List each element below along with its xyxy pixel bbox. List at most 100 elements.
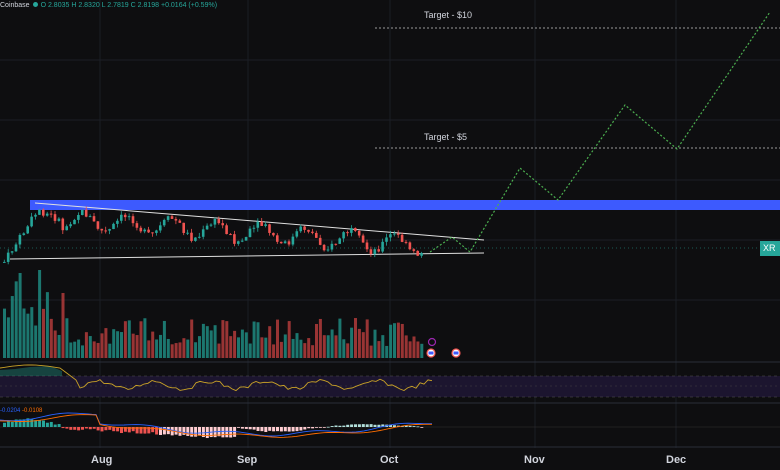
- volume-bar: [178, 342, 182, 358]
- volume-bar: [311, 345, 315, 358]
- macd-bar: [151, 427, 155, 433]
- volume-bar: [194, 342, 198, 358]
- candle-body: [404, 241, 408, 243]
- volume-bar: [393, 323, 396, 358]
- candle-body: [299, 226, 302, 232]
- candle-body: [96, 221, 100, 229]
- candle-body: [373, 249, 377, 255]
- resistance-zone[interactable]: [30, 200, 780, 210]
- volume-bar: [120, 332, 123, 358]
- volume-bar: [217, 343, 221, 358]
- volume-bar: [291, 338, 295, 358]
- volume-bars: [3, 270, 424, 358]
- macd-bar: [147, 427, 151, 434]
- macd-bar: [354, 424, 357, 427]
- event-markers[interactable]: [426, 337, 461, 358]
- volume-bar: [147, 340, 151, 358]
- wedge-lower-line[interactable]: [9, 252, 485, 260]
- volume-bar: [84, 332, 88, 358]
- candle-body: [53, 214, 57, 221]
- volume-bar: [342, 339, 346, 358]
- macd-bar: [264, 427, 268, 432]
- candle-body: [22, 233, 26, 235]
- macd-bar: [198, 427, 201, 436]
- grid-vertical: [99, 0, 677, 448]
- ohlc-readout: O 2.8035 H 2.8320 L 2.7819 C 2.8198: [40, 2, 160, 9]
- macd-bar: [3, 422, 6, 427]
- candle-body: [123, 214, 127, 218]
- macd-bar: [61, 427, 65, 429]
- macd-bar: [221, 427, 225, 438]
- candles[interactable]: [3, 206, 423, 265]
- macd-bar: [237, 427, 240, 428]
- volume-bar: [256, 322, 260, 358]
- macd-bar: [104, 427, 108, 431]
- candle-body: [112, 223, 115, 230]
- macd-bar: [194, 427, 198, 437]
- volume-bar: [166, 338, 170, 358]
- macd-bar: [412, 426, 416, 427]
- x-tick-sep: Sep: [237, 454, 258, 466]
- macd-bar: [268, 427, 272, 431]
- macd-bar: [381, 424, 385, 427]
- macd-bar: [155, 427, 159, 435]
- candle-body: [233, 234, 236, 244]
- volume-bar: [88, 336, 92, 358]
- volume-bar: [264, 337, 268, 358]
- candle-body: [272, 232, 275, 236]
- macd-bar: [120, 427, 123, 434]
- macd-bar: [361, 424, 365, 427]
- wedge-upper-line[interactable]: [34, 202, 485, 241]
- volume-bar: [283, 334, 287, 358]
- candle-body: [311, 231, 314, 233]
- volume-bar: [151, 331, 155, 358]
- candle-body: [279, 241, 283, 244]
- volume-bar: [213, 325, 217, 358]
- rsi-line: [0, 364, 433, 392]
- macd-bar: [96, 427, 100, 431]
- volume-bar: [252, 321, 256, 358]
- macd-bar: [322, 427, 326, 428]
- volume-bar: [299, 339, 303, 358]
- volume-bar: [170, 344, 174, 358]
- candle-body: [155, 230, 158, 233]
- candle-body: [221, 223, 224, 226]
- candle-body: [248, 228, 252, 238]
- candle-body: [120, 214, 123, 221]
- candle-body: [174, 218, 178, 221]
- volume-bar: [73, 341, 77, 358]
- macd-bar: [287, 427, 291, 432]
- volume-bar: [26, 313, 30, 358]
- projection-path[interactable]: [429, 11, 771, 253]
- candle-body: [276, 235, 279, 242]
- candle-body: [30, 216, 33, 227]
- macd-bar: [291, 427, 295, 432]
- candle-body: [252, 227, 256, 229]
- macd-bar: [38, 420, 42, 427]
- macd-bar: [6, 421, 10, 427]
- candle-body: [194, 237, 197, 241]
- macd-bar: [299, 427, 303, 431]
- volume-bar: [338, 318, 342, 358]
- candle-body: [408, 242, 412, 250]
- candle-body: [342, 232, 345, 239]
- volume-bar: [53, 330, 57, 358]
- volume-bar: [233, 330, 237, 358]
- candle-body: [315, 232, 318, 238]
- candle-body: [100, 228, 104, 231]
- volume-bar: [326, 335, 330, 358]
- volume-bar: [30, 307, 34, 358]
- candle-body: [346, 232, 349, 234]
- macd-bar: [10, 421, 14, 427]
- candle-body: [198, 236, 201, 238]
- macd-bar: [311, 427, 315, 429]
- candle-body: [268, 224, 271, 233]
- volume-bar: [96, 342, 100, 358]
- macd-bar: [365, 424, 369, 427]
- candle-body: [217, 218, 221, 224]
- candle-body: [283, 241, 287, 244]
- candle-body: [151, 232, 154, 234]
- macd-bar: [139, 427, 143, 434]
- volume-bar: [57, 334, 61, 358]
